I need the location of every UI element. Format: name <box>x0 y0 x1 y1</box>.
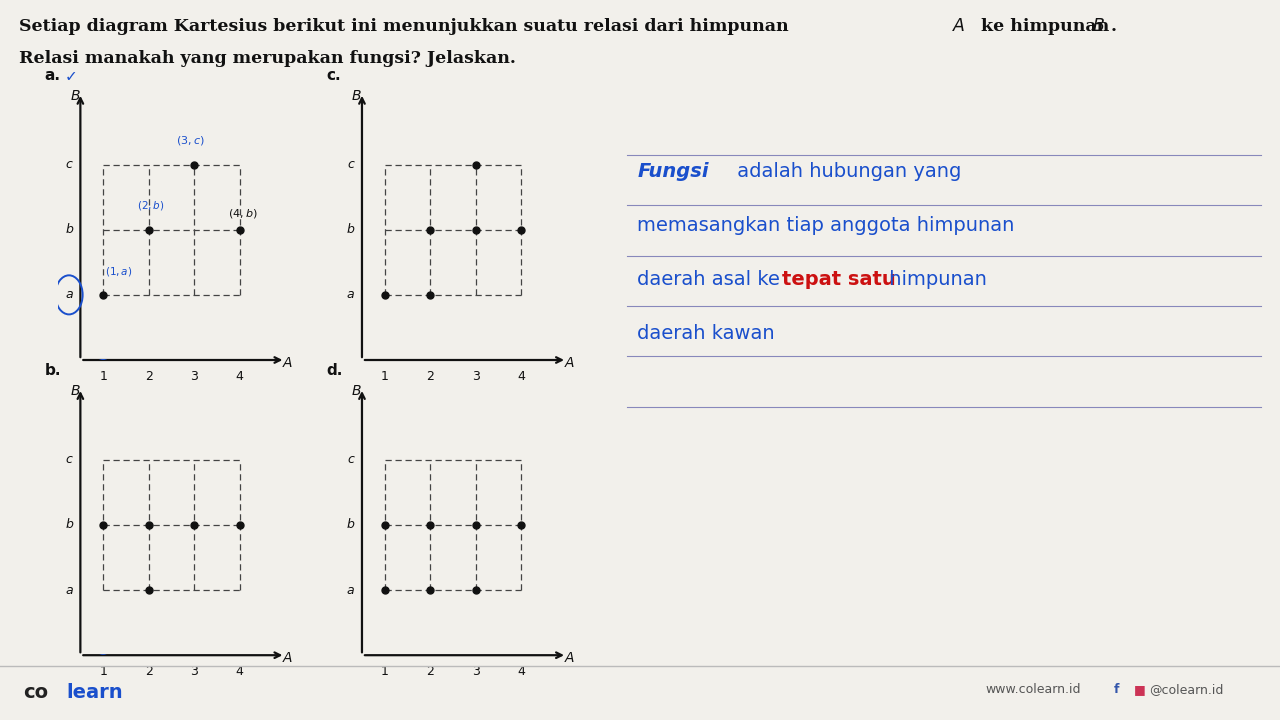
Text: $\checkmark$: $\checkmark$ <box>64 68 77 83</box>
Text: 4: 4 <box>236 665 243 678</box>
Text: Fungsi: Fungsi <box>637 162 709 181</box>
Text: b: b <box>347 223 355 236</box>
Text: 1: 1 <box>100 665 108 678</box>
Text: 4: 4 <box>517 665 525 678</box>
Text: $B$: $B$ <box>69 89 81 103</box>
Text: @colearn.id: @colearn.id <box>1149 683 1224 696</box>
Text: $A$: $A$ <box>282 356 293 370</box>
Text: 2: 2 <box>426 665 434 678</box>
Text: $B$: $B$ <box>1092 18 1105 35</box>
Text: 3: 3 <box>472 665 480 678</box>
Text: .: . <box>1111 18 1117 35</box>
Text: 1: 1 <box>381 370 389 383</box>
Text: $A$: $A$ <box>563 652 575 665</box>
Text: c: c <box>65 158 73 171</box>
Text: $A$: $A$ <box>282 652 293 665</box>
Text: a: a <box>65 288 73 302</box>
Text: co: co <box>23 683 49 701</box>
Text: 2: 2 <box>145 665 152 678</box>
Text: 2: 2 <box>145 370 152 383</box>
Text: b: b <box>65 518 73 531</box>
Text: b: b <box>65 223 73 236</box>
Text: tepat satu: tepat satu <box>782 270 896 289</box>
Text: b.: b. <box>45 363 61 378</box>
Text: 3: 3 <box>472 370 480 383</box>
Text: daerah kawan: daerah kawan <box>637 324 776 343</box>
Text: 4: 4 <box>517 370 525 383</box>
Text: ke himpunan: ke himpunan <box>975 18 1116 35</box>
Text: a: a <box>347 583 355 597</box>
Text: $B$: $B$ <box>351 89 362 103</box>
Text: a: a <box>347 288 355 302</box>
Text: a: a <box>65 583 73 597</box>
Text: c: c <box>347 158 355 171</box>
Text: c.: c. <box>326 68 340 83</box>
Text: www.colearn.id: www.colearn.id <box>986 683 1082 696</box>
Text: b: b <box>347 518 355 531</box>
Text: $B$: $B$ <box>69 384 81 398</box>
Text: Relasi manakah yang merupakan fungsi? Jelaskan.: Relasi manakah yang merupakan fungsi? Je… <box>19 50 516 68</box>
Text: memasangkan tiap anggota himpunan: memasangkan tiap anggota himpunan <box>637 216 1015 235</box>
Text: $B$: $B$ <box>351 384 362 398</box>
Text: 3: 3 <box>191 665 198 678</box>
Text: daerah asal ke: daerah asal ke <box>637 270 787 289</box>
Text: Setiap diagram Kartesius berikut ini menunjukkan suatu relasi dari himpunan: Setiap diagram Kartesius berikut ini men… <box>19 18 795 35</box>
Text: f: f <box>1114 683 1128 696</box>
Text: $(3,c)$: $(3,c)$ <box>177 134 205 147</box>
Text: $(1,a)$: $(1,a)$ <box>105 264 133 277</box>
Text: 1: 1 <box>381 665 389 678</box>
Text: ■: ■ <box>1126 683 1155 696</box>
Text: $(2,b)$: $(2,b)$ <box>137 199 165 212</box>
Text: c: c <box>65 454 73 467</box>
Text: a.: a. <box>45 68 61 83</box>
Text: $A$: $A$ <box>563 356 575 370</box>
Text: 1: 1 <box>100 370 108 383</box>
Text: 4: 4 <box>236 370 243 383</box>
Text: himpunan: himpunan <box>883 270 987 289</box>
Text: $(4,b)$: $(4,b)$ <box>228 207 259 220</box>
Text: adalah hubungan yang: adalah hubungan yang <box>731 162 961 181</box>
Text: d.: d. <box>326 363 343 378</box>
Text: c: c <box>347 454 355 467</box>
Text: 3: 3 <box>191 370 198 383</box>
Text: 2: 2 <box>426 370 434 383</box>
Text: $A$: $A$ <box>952 18 966 35</box>
Text: learn: learn <box>67 683 123 701</box>
